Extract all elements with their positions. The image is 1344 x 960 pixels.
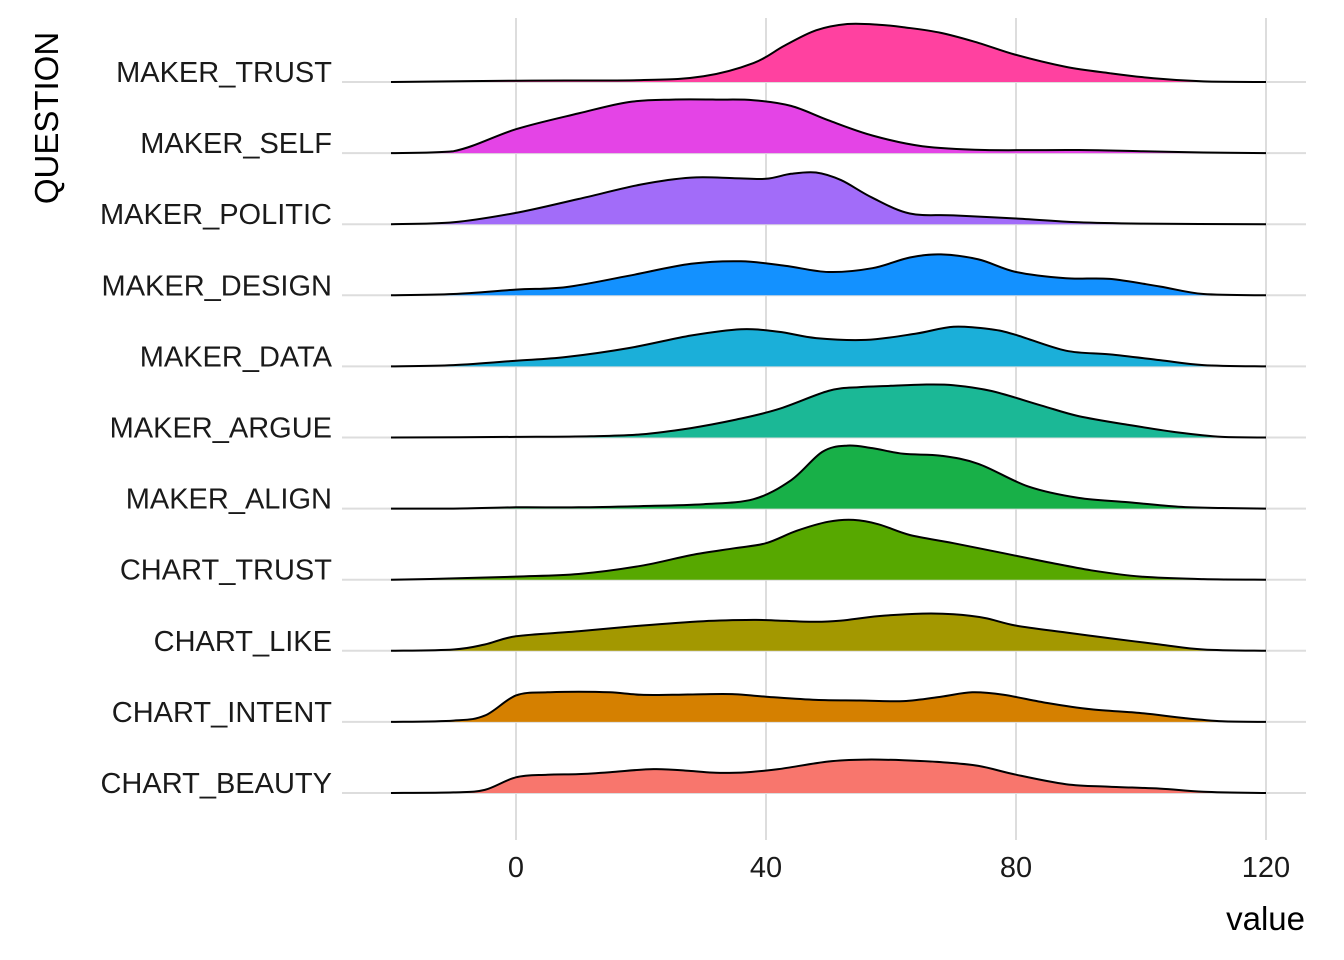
y-category-label: MAKER_DATA	[140, 341, 333, 373]
x-tick-label: 80	[1000, 852, 1032, 884]
ridge-fill-maker-self	[391, 99, 1266, 154]
ridge-fill-maker-trust	[391, 23, 1266, 83]
ridge-fill-chart-beauty	[391, 759, 1266, 793]
ridge-outline-maker-align	[391, 444, 1267, 510]
ridge-outline-chart-beauty	[390, 758, 1267, 794]
y-category-label: MAKER_POLITIC	[100, 199, 332, 231]
y-category-label: CHART_BEAUTY	[100, 768, 332, 800]
y-category-label: CHART_INTENT	[112, 697, 332, 729]
y-category-label: MAKER_SELF	[140, 128, 332, 160]
y-category-label: MAKER_ARGUE	[110, 413, 332, 445]
ridge-outline-maker-self	[390, 98, 1267, 155]
ridge-fill-maker-data	[391, 326, 1266, 367]
y-category-label: CHART_TRUST	[120, 555, 332, 587]
label-layer: 0 40 80 120 MAKER_TRUST MAKER_SELF MAKER_POLIT…	[100, 57, 1290, 884]
ridge-outline-maker-politic	[390, 171, 1267, 226]
y-axis-title: QUESTION	[28, 32, 65, 204]
ridge-outline-maker-data	[390, 325, 1267, 368]
ridge-outline-maker-argue	[390, 383, 1267, 439]
y-category-label: MAKER_DESIGN	[102, 270, 332, 302]
ridge-outline-maker-trust	[390, 22, 1267, 83]
y-category-label: MAKER_TRUST	[116, 57, 332, 89]
ridge-outline-chart-trust	[390, 518, 1267, 581]
ridge-fill-maker-align	[391, 445, 1266, 509]
ridge-fill-chart-trust	[391, 519, 1266, 580]
y-category-label: CHART_LIKE	[154, 626, 332, 658]
ridge-fill-chart-like	[391, 613, 1266, 651]
x-axis-title: value	[1226, 900, 1305, 937]
ridge-fill-chart-intent	[391, 691, 1266, 722]
ridge-outline-maker-design	[390, 253, 1267, 297]
x-tick-label: 40	[750, 852, 782, 884]
y-category-label: MAKER_ALIGN	[126, 484, 332, 516]
ridge-outline-chart-intent	[390, 690, 1267, 723]
ridge-outline-chart-like	[390, 612, 1267, 652]
ridge-fill-maker-politic	[391, 172, 1266, 225]
ridge-layer	[390, 22, 1267, 794]
x-tick-label: 0	[508, 852, 524, 884]
x-tick-label: 120	[1242, 852, 1290, 884]
ridge-fill-maker-argue	[391, 384, 1266, 438]
ridge-fill-maker-design	[391, 254, 1266, 296]
